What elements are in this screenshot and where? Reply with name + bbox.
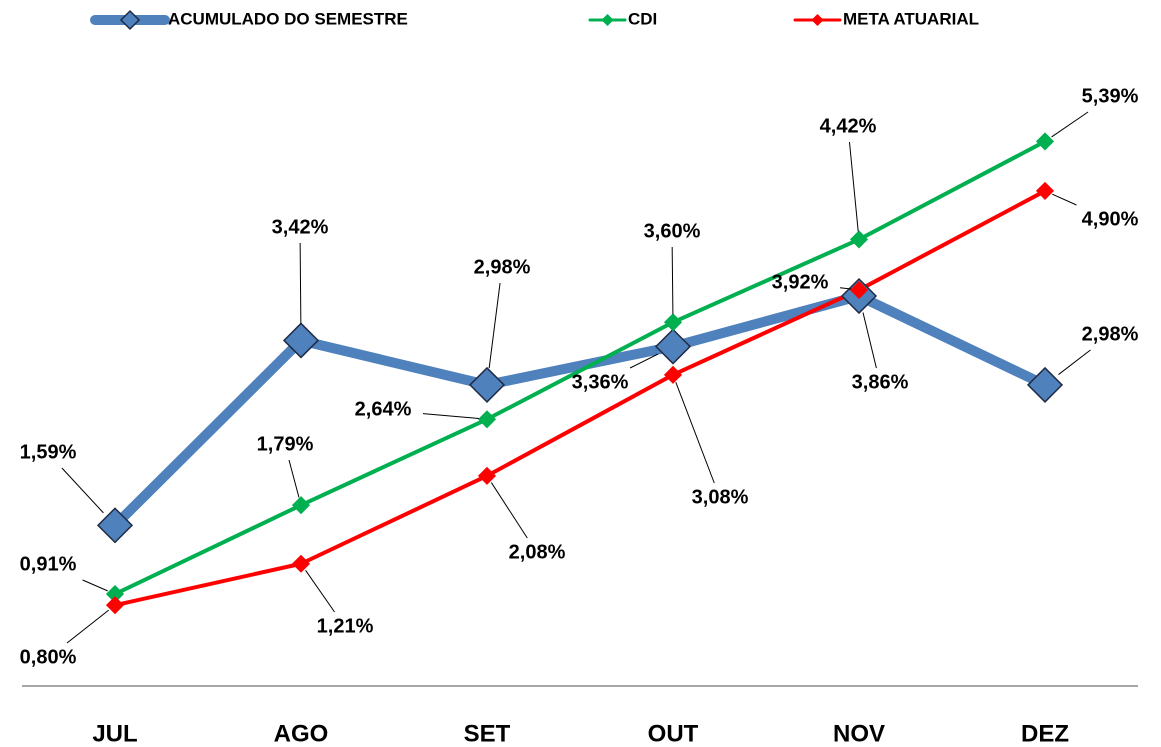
x-tick-label: NOV [833, 720, 885, 747]
leader-line [671, 246, 674, 315]
leader-line [488, 282, 501, 369]
legend-label: META ATUARIAL [843, 9, 979, 28]
leader-line [61, 467, 104, 514]
data-label: 2,98% [474, 256, 531, 278]
marker [477, 410, 497, 429]
marker [1035, 132, 1055, 151]
data-label: 1,59% [20, 441, 77, 463]
data-label: 3,60% [644, 220, 701, 242]
marker [849, 280, 869, 300]
x-tick-label: SET [464, 720, 511, 747]
marker [291, 554, 311, 573]
legend-marker [811, 13, 824, 27]
marker [1026, 366, 1064, 403]
leader-line [299, 242, 302, 324]
leader-line [1052, 193, 1077, 206]
data-label: 5,39% [1082, 85, 1139, 107]
marker [105, 596, 125, 615]
leader-line [82, 579, 108, 592]
data-label: 1,79% [257, 433, 314, 455]
data-label: 3,08% [692, 486, 749, 508]
leader-line [862, 312, 877, 369]
leader-line [1058, 349, 1091, 375]
marker [849, 230, 869, 249]
series-line [114, 189, 1046, 608]
data-label: 3,92% [772, 271, 829, 293]
legend-label: CDI [628, 9, 657, 28]
data-label: 2,08% [509, 541, 566, 563]
leader-line [839, 287, 852, 290]
x-tick-label: DEZ [1021, 720, 1069, 747]
leader-line [422, 413, 480, 420]
x-tick-label: OUT [648, 720, 699, 747]
series-line [111, 291, 1048, 529]
leader-line [675, 382, 715, 484]
leader-line [66, 609, 110, 644]
marker [291, 496, 311, 515]
marker [663, 313, 683, 332]
marker [654, 328, 692, 365]
data-label: 2,98% [1082, 323, 1139, 345]
data-label: 2,64% [355, 398, 412, 420]
leader-line [288, 459, 300, 498]
data-label: 3,42% [272, 216, 329, 238]
leader-line [490, 482, 528, 539]
data-label: 3,36% [572, 371, 629, 393]
marker [96, 507, 134, 544]
legend-label: ACUMULADO DO SEMESTRE [168, 9, 408, 28]
data-label: 0,80% [20, 646, 77, 668]
leader-line [848, 141, 859, 232]
data-label: 3,86% [852, 371, 909, 393]
marker [663, 365, 683, 384]
marker [1035, 181, 1055, 200]
data-label: 4,90% [1082, 208, 1139, 230]
leader-line [1051, 111, 1089, 138]
marker [477, 466, 497, 485]
leader-line [305, 570, 335, 613]
data-label: 4,42% [820, 115, 877, 137]
data-label: 0,91% [20, 553, 77, 575]
marker [282, 322, 320, 359]
x-tick-label: AGO [274, 720, 329, 747]
series-line [114, 139, 1046, 596]
leader-line [629, 353, 659, 369]
marker [468, 366, 506, 403]
data-label: 1,21% [317, 615, 374, 637]
legend-marker [119, 9, 141, 31]
x-tick-label: JUL [92, 720, 137, 747]
legend-marker [601, 13, 614, 27]
